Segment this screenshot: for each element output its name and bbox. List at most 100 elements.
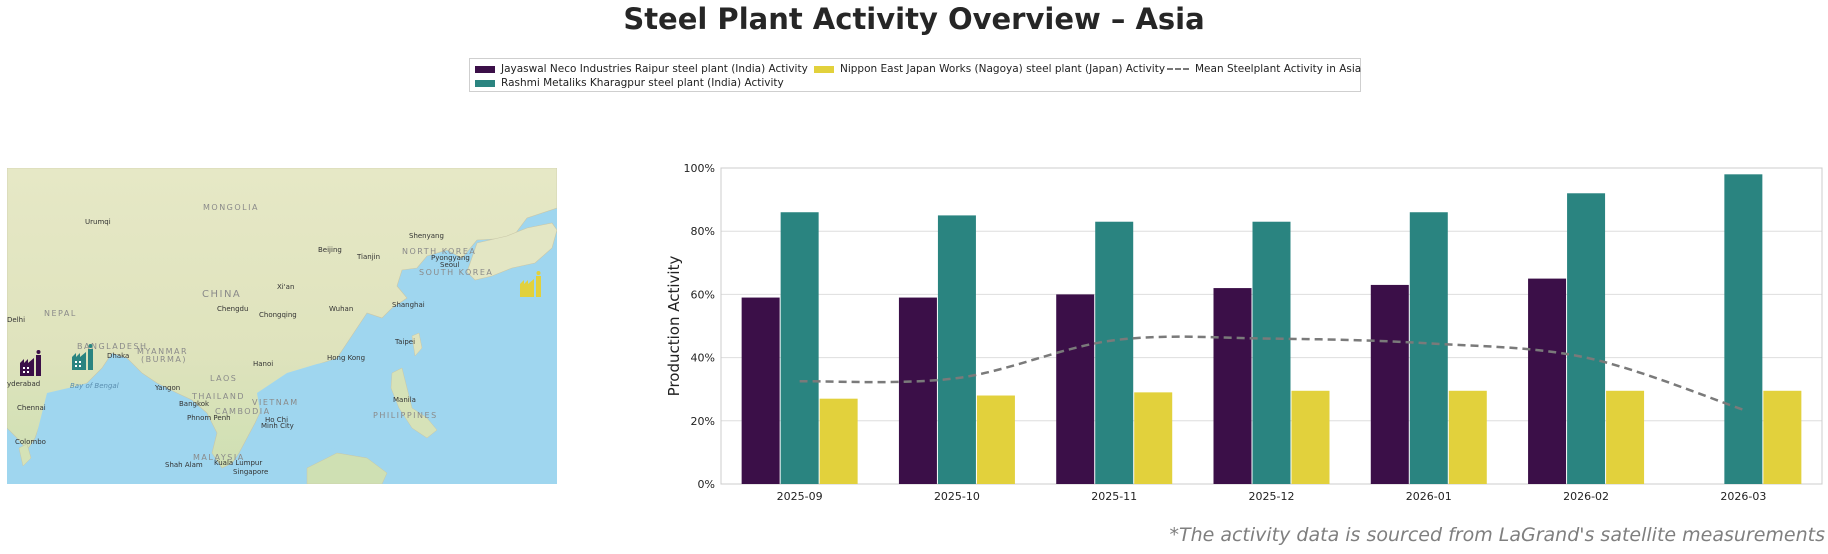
bar-chart: 0% 20% 40% 60% 80% 100% 2025-09 2025-10 2025-11 2… <box>665 162 1823 503</box>
asia-map: Urumqi MONGOLIA Shenyang Beijing Tianjin… <box>7 168 557 484</box>
map-label-bay-of-bengal: Bay of Bengal <box>70 382 119 390</box>
legend-swatch-rashmi <box>475 79 495 87</box>
bar-jayaswal <box>898 297 937 484</box>
legend-item-nippon: Nippon East Japan Works (Nagoya) steel p… <box>814 63 1165 75</box>
map-label-phnom-penh: Phnom Penh <box>187 414 231 422</box>
map-land-borneo <box>306 452 388 484</box>
factory-icon-rashmi <box>72 344 93 370</box>
map-label-malaysia: MALAYSIA <box>193 453 245 462</box>
map-label-ho-chi-minh-2: Minh City <box>261 422 294 430</box>
bar-nippon <box>1448 390 1487 484</box>
map-label-colombo: Colombo <box>15 438 46 446</box>
x-tick-label: 2025-12 <box>1249 490 1295 503</box>
bar-rashmi <box>1409 212 1448 485</box>
map-label-yangon: Yangon <box>154 384 180 392</box>
footnote: *The activity data is sourced from LaGra… <box>1169 524 1825 546</box>
map-label-hanoi: Hanoi <box>253 360 273 368</box>
map-label-wuhan: Wuhan <box>329 305 353 313</box>
x-tick-label: 2026-03 <box>1720 490 1766 503</box>
bar-nippon <box>1606 390 1645 484</box>
map-label-thailand: THAILAND <box>191 392 245 401</box>
map-label-delhi: Delhi <box>7 316 25 324</box>
map-svg: Urumqi MONGOLIA Shenyang Beijing Tianjin… <box>7 168 557 484</box>
map-label-myanmar: MYANMAR <box>137 347 188 356</box>
map-label-shah-alam: Shah Alam <box>165 461 203 469</box>
y-tick-label: 80% <box>691 225 715 238</box>
map-label-chongqing: Chongqing <box>259 311 297 319</box>
legend-item-rashmi: Rashmi Metaliks Kharagpur steel plant (I… <box>475 77 784 89</box>
map-label-south-korea: SOUTH KOREA <box>419 268 493 277</box>
map-label-ho-chi-minh: Ho Chi <box>265 416 288 424</box>
map-label-burma: (BURMA) <box>141 355 187 364</box>
map-land-japan <box>466 222 557 281</box>
map-label-manila: Manila <box>393 396 416 404</box>
bar-rashmi <box>780 212 819 485</box>
legend-item-mean: Mean Steelplant Activity in Asia <box>1167 63 1361 75</box>
x-tick-label: 2025-10 <box>934 490 980 503</box>
map-label-cambodia: CAMBODIA <box>215 407 271 416</box>
bar-rashmi <box>937 215 976 484</box>
map-label-pyongyang: Pyongyang <box>431 254 470 262</box>
bar-jayaswal <box>1370 284 1409 484</box>
bar-rashmi <box>1095 221 1134 484</box>
bar-rashmi <box>1724 174 1763 484</box>
legend-label-mean: Mean Steelplant Activity in Asia <box>1195 63 1362 75</box>
bar-jayaswal <box>1213 288 1252 484</box>
legend-swatch-nippon <box>814 65 834 73</box>
map-label-bangkok: Bangkok <box>179 400 210 408</box>
chart-title: Steel Plant Activity Overview – Asia <box>623 2 1205 36</box>
map-label-hyderabad: yderabad <box>7 380 40 388</box>
x-tick-label: 2026-02 <box>1563 490 1609 503</box>
map-label-bangladesh: BANGLADESH <box>77 342 148 351</box>
map-label-kuala-lumpur: Kuala Lumpur <box>214 459 262 467</box>
x-tick-label: 2025-09 <box>777 490 823 503</box>
map-label-philippines: PHILIPPINES <box>373 411 438 420</box>
map-label-hong-kong: Hong Kong <box>327 354 365 362</box>
map-label-tianjin: Tianjin <box>356 253 380 261</box>
y-axis-label: Production Activity <box>665 256 683 397</box>
y-tick-label: 60% <box>691 288 715 301</box>
map-label-dhaka: Dhaka <box>107 352 129 360</box>
legend-label-nippon: Nippon East Japan Works (Nagoya) steel p… <box>840 63 1166 75</box>
map-sea-bay-of-bengal <box>37 363 147 458</box>
y-tick-label: 0% <box>698 478 715 491</box>
bar-nippon <box>976 395 1015 484</box>
map-land-taiwan <box>411 332 423 357</box>
map-label-chengdu: Chengdu <box>217 305 248 313</box>
map-label-nepal: NEPAL <box>44 309 77 318</box>
map-label-seoul: Seoul <box>440 261 459 269</box>
map-label-laos: LAOS <box>210 374 237 383</box>
map-label-chennai: Chennai <box>17 404 46 412</box>
legend-item-jayaswal: Jayaswal Neco Industries Raipur steel pl… <box>475 63 808 75</box>
legend-swatch-jayaswal <box>475 65 495 73</box>
bar-rashmi <box>1252 221 1291 484</box>
map-label-mongolia: MONGOLIA <box>203 203 259 212</box>
legend-dash-mean <box>1167 68 1189 70</box>
map-sea-south-china <box>257 358 392 453</box>
legend: Jayaswal Neco Industries Raipur steel pl… <box>469 58 1361 92</box>
map-label-xian: Xi'an <box>277 283 294 291</box>
bar-nippon <box>819 398 858 484</box>
map-label-urumqi: Urumqi <box>85 218 111 226</box>
map-label-china: CHINA <box>202 289 241 300</box>
map-label-vietnam: VIETNAM <box>252 398 299 407</box>
map-land-philippines <box>390 367 438 439</box>
map-label-north-korea: NORTH KOREA <box>402 247 476 256</box>
x-tick-label: 2026-01 <box>1406 490 1452 503</box>
map-label-taipei: Taipei <box>394 338 415 346</box>
mean-activity-line <box>799 335 1744 411</box>
y-tick-label: 100% <box>684 162 715 175</box>
x-tick-label: 2025-11 <box>1091 490 1137 503</box>
map-label-shenyang: Shenyang <box>409 232 444 240</box>
y-tick-label: 40% <box>691 352 715 365</box>
bar-nippon <box>1763 390 1802 484</box>
legend-label-rashmi: Rashmi Metaliks Kharagpur steel plant (I… <box>501 77 784 89</box>
map-label-singapore: Singapore <box>233 468 268 476</box>
factory-icon-nippon <box>520 271 541 297</box>
map-land-srilanka <box>18 443 32 467</box>
bar-rashmi <box>1567 193 1606 484</box>
bar-nippon <box>1134 392 1173 484</box>
bar-jayaswal <box>1056 294 1095 484</box>
bar-jayaswal <box>1528 278 1567 484</box>
factory-icon-jayaswal <box>20 350 41 376</box>
